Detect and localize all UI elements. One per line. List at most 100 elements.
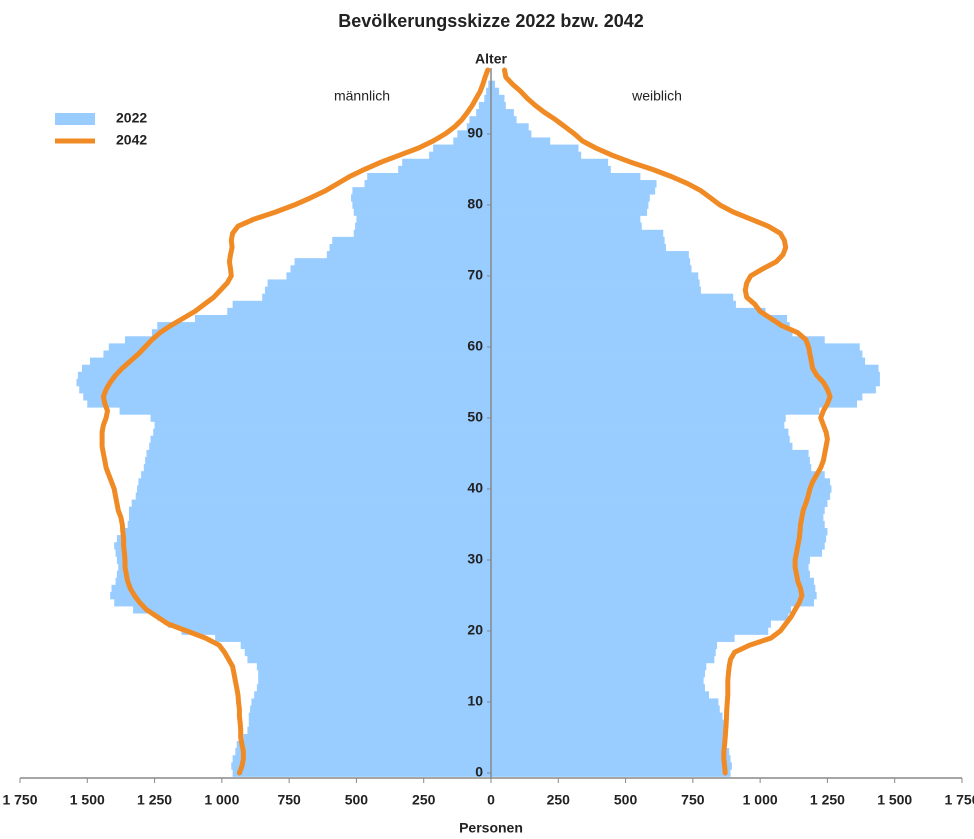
- y-tick-label: 30: [467, 551, 483, 567]
- bar: [491, 393, 863, 401]
- bar: [491, 336, 825, 344]
- bar: [402, 158, 491, 167]
- bar: [429, 151, 491, 160]
- bar: [133, 606, 492, 614]
- bar: [356, 215, 491, 223]
- bar: [491, 158, 609, 167]
- y-tick-label: 80: [467, 196, 483, 212]
- bar: [491, 322, 790, 330]
- bar: [433, 144, 491, 152]
- bar: [353, 229, 491, 238]
- bar: [491, 151, 582, 160]
- bar: [491, 251, 689, 259]
- bar: [491, 130, 532, 138]
- bar: [486, 87, 491, 96]
- bar: [294, 258, 491, 266]
- bar: [267, 279, 491, 287]
- bar: [457, 130, 491, 138]
- bar: [353, 208, 491, 216]
- bar: [77, 371, 491, 380]
- bar: [491, 428, 789, 437]
- bar: [491, 265, 692, 273]
- bar: [491, 691, 710, 699]
- bar: [398, 165, 491, 174]
- bar: [491, 144, 579, 152]
- bar: [135, 492, 491, 500]
- bar: [491, 194, 650, 202]
- bar: [491, 229, 664, 238]
- bar: [137, 485, 491, 493]
- bar: [247, 726, 491, 735]
- bar: [103, 350, 491, 358]
- bar: [491, 329, 793, 337]
- bar: [491, 570, 810, 579]
- bar: [364, 180, 491, 188]
- bar: [491, 201, 649, 209]
- bar: [157, 322, 491, 330]
- x-tick-label: 1 000: [204, 792, 239, 808]
- y-tick-label: 70: [467, 267, 483, 283]
- bars: [76, 80, 880, 777]
- y-tick-label: 10: [467, 693, 483, 709]
- bar: [491, 449, 809, 458]
- bar: [491, 648, 716, 657]
- x-tick-label: 250: [547, 792, 571, 808]
- bar: [491, 556, 810, 564]
- bar: [87, 400, 492, 408]
- bar: [491, 535, 827, 543]
- bar: [119, 407, 491, 415]
- bar: [491, 662, 707, 671]
- x-tick-label: 500: [614, 792, 638, 808]
- bar: [491, 307, 766, 316]
- bar: [258, 670, 491, 678]
- bar: [491, 712, 723, 721]
- bar: [484, 94, 491, 103]
- bar: [256, 684, 491, 692]
- x-tick-label: 1 000: [743, 792, 778, 808]
- bar: [491, 733, 726, 742]
- bar: [491, 478, 831, 486]
- bar: [491, 279, 700, 287]
- bar: [476, 109, 491, 117]
- bar: [326, 251, 491, 259]
- bar: [491, 243, 666, 252]
- bar: [491, 613, 789, 621]
- bar: [145, 457, 491, 465]
- bar: [79, 385, 491, 394]
- bar: [138, 478, 491, 486]
- bar: [491, 620, 771, 628]
- bar: [491, 698, 719, 706]
- x-tick-label: 750: [277, 792, 301, 808]
- bar: [491, 641, 718, 650]
- bar: [250, 705, 491, 713]
- legend-swatch: [55, 113, 95, 125]
- bar: [491, 101, 506, 110]
- bar: [491, 577, 814, 586]
- bar: [256, 662, 491, 671]
- bar: [150, 435, 491, 444]
- bar: [83, 393, 492, 401]
- bar: [491, 435, 790, 444]
- bar: [491, 684, 705, 692]
- bar: [352, 187, 491, 195]
- bar: [248, 712, 491, 721]
- bar: [129, 506, 491, 515]
- bar: [491, 670, 705, 678]
- bar: [491, 705, 720, 713]
- bar: [491, 116, 517, 124]
- bar: [491, 137, 551, 145]
- bar: [491, 258, 691, 266]
- bar: [264, 286, 491, 294]
- bar: [127, 520, 492, 529]
- bar: [367, 172, 491, 181]
- bar: [118, 563, 491, 571]
- bar: [491, 520, 825, 529]
- bar: [247, 655, 491, 664]
- bar: [466, 123, 491, 131]
- bar: [116, 570, 492, 579]
- bar: [491, 748, 730, 756]
- bar: [262, 293, 491, 302]
- bar: [491, 634, 735, 642]
- bar: [332, 236, 491, 245]
